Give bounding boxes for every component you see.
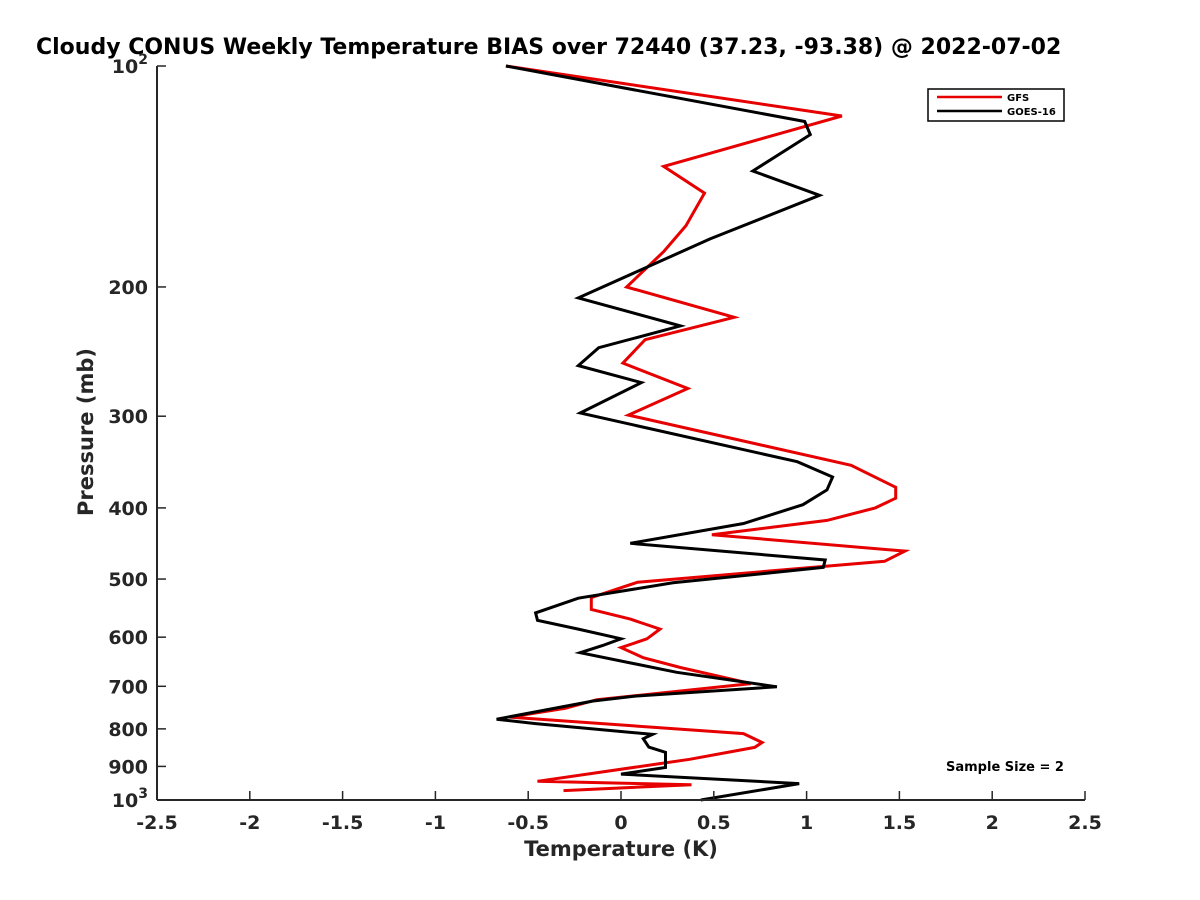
legend-box [927,88,1065,122]
x-tick-label: -2 [239,812,260,834]
plot-area [157,66,1085,799]
y-tick-label: 103 [112,786,148,812]
y-tick-label: 900 [108,756,148,778]
x-tick-label: 1 [800,812,813,834]
series-line-goes16 [496,64,835,802]
legend: GFS GOES-16 [927,88,1065,122]
series-layer [496,64,911,802]
y-tick-label: 800 [108,719,148,741]
series-line-gfs [505,64,911,793]
y-tick-label: 500 [108,569,148,591]
x-tick-label: -0.5 [507,812,549,834]
chart-title: Cloudy CONUS Weekly Temperature BIAS ove… [36,35,1061,60]
x-axis-label: Temperature (K) [524,837,718,861]
x-tick-label: 2 [986,812,999,834]
x-tick-label: 2.5 [1068,812,1102,834]
y-ticks: 102 200 300 400 500 600 700 800 900 103 [108,52,166,812]
y-tick-label: 200 [108,277,148,299]
y-axis-label: Pressure (mb) [74,348,98,516]
y-tick-label: 600 [108,627,148,649]
y-tick-label: 102 [112,52,148,78]
sample-size-annotation: Sample Size = 2 [946,760,1064,775]
x-tick-label: 0.5 [697,812,731,834]
x-tick-label: -1 [425,812,446,834]
x-ticks: -2.5 -2 -1.5 -1 -0.5 0 0.5 1 1.5 2 2.5 [136,791,1102,834]
legend-label-goes16: GOES-16 [1007,107,1056,118]
x-tick-label: -1.5 [322,812,364,834]
y-tick-label: 300 [108,406,148,428]
legend-label-gfs: GFS [1007,93,1029,104]
y-tick-label: 700 [108,676,148,698]
x-tick-label: -2.5 [136,812,178,834]
x-tick-label: 0 [614,812,627,834]
y-tick-label: 400 [108,498,148,520]
x-tick-label: 1.5 [883,812,917,834]
